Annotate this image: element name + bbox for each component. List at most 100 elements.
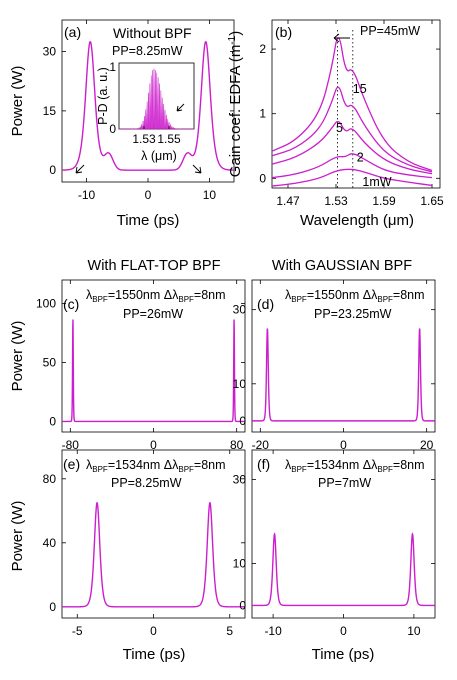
y-tick-label: 80 [43,472,57,486]
x-tick-label: -80 [62,438,80,452]
y-tick-label: 0 [49,600,56,614]
x-tick-label: 1.59 [372,194,396,208]
panel-b-x-label: Wavelength (μm) [300,212,414,229]
panel-a-right-arrow [192,164,202,174]
x-tick-label: 1.53 [324,194,348,208]
gain-curve-label: 1mW [362,175,391,189]
gain-curve [271,86,433,173]
panel-a-title: Without BPF [113,25,192,41]
x-tick-label: 0 [150,438,157,452]
y-tick-label: 2 [259,42,266,56]
column-title-right: With GAUSSIAN BPF [272,258,412,274]
y-tick-label: 0 [49,163,56,177]
inset-spectrum [119,68,194,130]
y-tick-label: 0 [239,414,246,428]
panel-f-x-ticks: -10 0 10 [264,450,421,638]
y-tick-label: 30 [233,472,247,486]
panel-b-frame [271,19,441,189]
panel-e-pump-power: PP=8.25mW [111,476,182,490]
y-tick-label: 15 [43,104,57,118]
panel-b-y-ticks: 0 1 2 [259,42,440,185]
panel-e-y-label: Power (W) [9,501,26,572]
panel-f-x-label: Time (ps) [312,646,375,663]
y-tick-label: 100 [36,297,56,311]
gain-curve-label: 15 [353,82,367,96]
panel-e-y-ticks: 0 40 80 [43,472,245,614]
panel-a-inset: 1.53 1.55 0 1 λ (μm) P-D (a. u.) [96,60,195,163]
y-tick-label: 0 [259,171,266,185]
x-tick-label: 10 [203,188,217,202]
panel-e-x-label: Time (ps) [123,646,186,663]
panel-d: -20 0 20 0 10 30 (d) λBPF=1550nm ΔλBPF=8nm P… [233,279,436,452]
x-tick-label: 80 [230,438,244,452]
gain-curve [271,153,433,179]
x-tick-label: 0 [145,188,152,202]
panel-b-x-ticks: 1.47 1.53 1.59 1.65 [276,20,444,208]
inset-x-tick-label: 1.55 [157,132,181,146]
panel-f-pulse-trace [252,532,435,607]
x-tick-label: -20 [252,438,270,452]
inset-x-label: λ (μm) [141,149,177,163]
panel-b-guide-lines [337,30,354,188]
x-tick-label: 5 [226,624,233,638]
panel-d-pump-power: PP=23.25mW [314,307,392,321]
y-tick-label: 30 [43,45,57,59]
panel-d-x-ticks: -20 0 20 [252,280,434,452]
panel-b-curve-labels: 1mW 2 5 15 PP=45mW [336,24,420,189]
panel-f-pump-power: PP=7mW [318,476,371,490]
panel-e-filter-params: λBPF=1534nm ΔλBPF=8nm [86,458,226,474]
panel-d-y-ticks: 0 10 30 [233,303,435,428]
gain-curve [271,37,433,172]
panel-c-y-label: Power (W) [9,321,26,392]
gain-curve-label: PP=45mW [360,24,420,38]
x-tick-label: 0 [340,624,347,638]
y-tick-label: 30 [233,303,247,317]
panel-d-pulse-trace [252,328,435,422]
y-tick-label: 50 [43,355,57,369]
inset-x-tick-label: 1.53 [132,132,156,146]
panel-c-tag: (c) [63,296,79,312]
gain-curve-label: 5 [336,121,343,135]
panel-e-x-ticks: -5 0 5 [72,450,233,638]
x-tick-label: 0 [150,624,157,638]
inset-y-label: P-D (a. u.) [96,67,110,125]
panel-d-tag: (d) [257,296,274,312]
x-tick-label: 20 [420,438,434,452]
panel-b-arrow [333,33,350,43]
inset-ticks: 1.53 1.55 0 1 [109,60,181,146]
panel-c-x-ticks: -80 0 80 [62,280,244,452]
panel-a-pulse-trace [62,40,234,171]
inset-spectrum-fill [119,68,194,130]
panel-c-pulse-trace [62,319,245,423]
panel-a-y-label: Power (W) [9,66,26,137]
x-tick-label: 10 [407,624,421,638]
gain-curve-label: 2 [357,151,364,165]
panel-a-tag: (a) [64,24,81,40]
panel-b-y-label: Gain coef. EDFA (m-1) [227,31,244,177]
panel-b-gain-curves [271,37,433,187]
column-title-left: With FLAT-TOP BPF [88,258,221,274]
y-tick-label: 10 [233,556,247,570]
x-tick-label: 0 [340,438,347,452]
y-tick-label: 10 [233,377,247,391]
x-tick-label: 1.65 [420,194,444,208]
panel-a-left-arrow [75,164,85,174]
panel-a-x-label: Time (ps) [117,212,180,229]
y-tick-label: 1 [259,107,266,121]
panel-f-tag: (f) [257,456,270,472]
panel-b-tag: (b) [275,24,292,40]
panel-e-tag: (e) [63,456,80,472]
x-tick-label: -10 [78,188,96,202]
x-tick-label: -5 [72,624,83,638]
inset-arrow [176,103,185,112]
panel-c-filter-params: λBPF=1550nm ΔλBPF=8nm [86,288,226,304]
inset-y-tick-label: 0 [109,122,116,136]
inset-y-tick-label: 1 [109,60,116,74]
panel-d-frame [251,279,436,433]
y-tick-label: 0 [239,598,246,612]
panel-a-x-ticks: -10 0 10 [78,20,217,202]
